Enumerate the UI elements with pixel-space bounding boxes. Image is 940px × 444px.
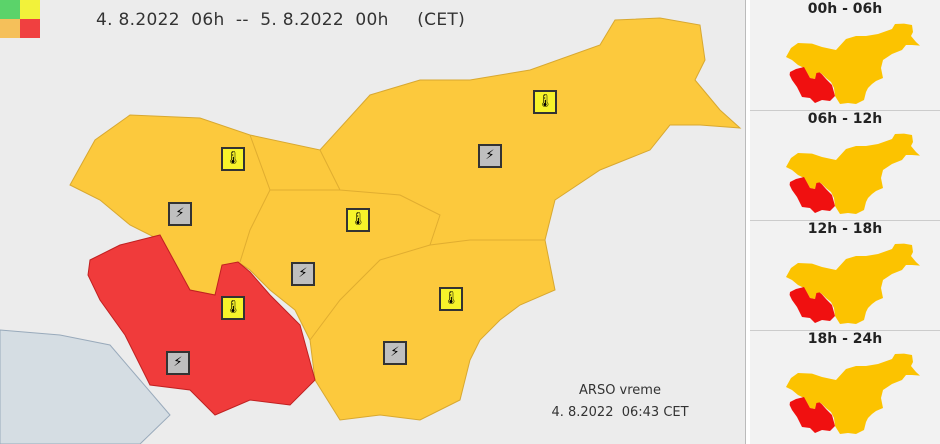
mini-map — [786, 133, 920, 214]
panel-label: 18h - 24h — [807, 331, 883, 347]
panel-06-12[interactable]: 06h - 12h — [750, 110, 940, 221]
legend — [0, 0, 40, 38]
period-title: 4. 8.2022 06h -- 5. 8.2022 00h (CET) — [96, 10, 466, 30]
heat-icon[interactable]: 🌡 — [439, 287, 463, 311]
mini-map — [786, 243, 920, 324]
heat-icon[interactable]: 🌡 — [346, 208, 370, 232]
thunderstorm-icon[interactable]: ⚡ — [291, 262, 315, 286]
panel-label: 06h - 12h — [807, 111, 883, 127]
region-border — [239, 134, 271, 263]
legend-red — [20, 19, 40, 38]
thunderstorm-icon[interactable]: ⚡ — [478, 144, 502, 168]
heat-icon[interactable]: 🌡 — [221, 296, 245, 320]
panel-label: 12h - 18h — [807, 221, 883, 237]
panel-label: 00h - 06h — [807, 1, 883, 17]
legend-green — [0, 0, 20, 19]
source-label: ARSO vreme — [579, 383, 661, 398]
time-panels: 00h - 06h 06h - 12h 12h - 18h 18h - 24h — [750, 0, 940, 444]
thunderstorm-icon[interactable]: ⚡ — [168, 202, 192, 226]
legend-yellow — [20, 0, 40, 19]
legend-orange — [0, 19, 20, 38]
heat-icon[interactable]: 🌡 — [533, 90, 557, 114]
issued-time: 4. 8.2022 06:43 CET — [551, 405, 689, 420]
footer: ARSO vreme 4. 8.2022 06:43 CET — [540, 380, 700, 424]
region-border — [309, 244, 431, 341]
panel-00-06[interactable]: 00h - 06h — [750, 0, 940, 111]
mini-map — [786, 23, 920, 105]
map-svg — [0, 17, 741, 444]
panel-12-18[interactable]: 12h - 18h — [750, 220, 940, 331]
heat-icon[interactable]: 🌡 — [221, 147, 245, 171]
thunderstorm-icon[interactable]: ⚡ — [383, 341, 407, 365]
mini-map — [786, 353, 920, 434]
sea — [0, 329, 171, 444]
panel-18-24[interactable]: 18h - 24h — [750, 330, 940, 440]
warning-map: 4. 8.2022 06h -- 5. 8.2022 00h (CET) 🌡 🌡… — [0, 0, 746, 444]
thunderstorm-icon[interactable]: ⚡ — [166, 351, 190, 375]
